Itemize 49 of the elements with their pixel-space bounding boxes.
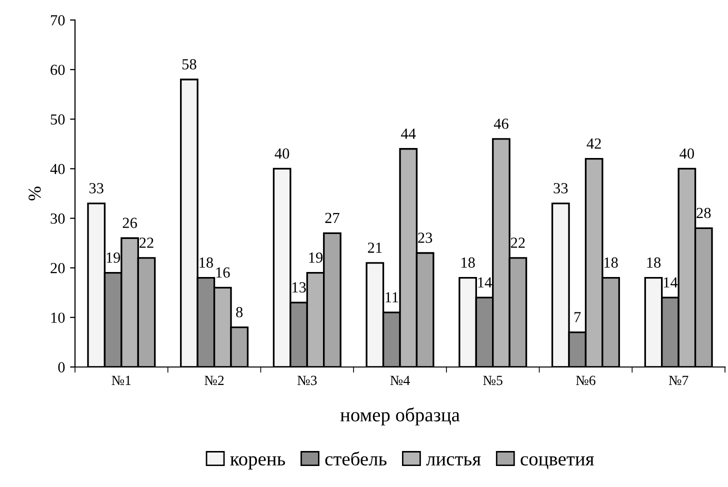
y-tick-label: 40 [50, 164, 65, 174]
data-label: 42 [586, 138, 601, 149]
x-tick-label: №2 [204, 376, 224, 385]
data-label: 7 [574, 312, 581, 322]
data-label: 18 [200, 257, 213, 268]
data-label: 18 [461, 257, 475, 268]
data-label: 23 [418, 232, 432, 243]
x-tick-label: №4 [390, 376, 410, 385]
data-label: 18 [604, 257, 618, 268]
legend-label: стебель [325, 451, 387, 466]
data-label: 44 [401, 128, 416, 139]
y-axis-title: % [28, 186, 41, 200]
data-label: 26 [122, 218, 137, 228]
legend-label: корень [230, 456, 286, 470]
x-axis-title: номер образца [340, 407, 460, 426]
y-tick-label: 10 [51, 312, 65, 323]
x-tick-label: №7 [668, 376, 688, 385]
data-label: 22 [140, 238, 154, 248]
y-tick-label: 20 [50, 263, 65, 274]
data-label: 14 [478, 277, 492, 288]
data-label: 19 [309, 252, 323, 263]
data-label: 40 [680, 148, 694, 159]
y-tick-label: 50 [50, 114, 65, 125]
x-tick-label: №1 [112, 376, 131, 385]
x-tick-label: №5 [483, 376, 502, 386]
data-label: 22 [510, 238, 525, 248]
data-label: 27 [325, 212, 340, 223]
x-tick-label: №3 [297, 376, 317, 386]
data-label: 33 [554, 183, 568, 194]
data-label: 33 [89, 183, 104, 194]
x-tick-label: №6 [576, 376, 596, 386]
data-label: 8 [236, 306, 243, 318]
y-tick-label: 0 [58, 362, 65, 372]
data-label: 58 [182, 59, 196, 70]
y-tick-label: 30 [50, 213, 65, 224]
legend-label: соцветия [520, 456, 594, 470]
data-label: 18 [647, 257, 661, 268]
y-tick-label: 70 [51, 15, 65, 26]
data-label: 28 [696, 208, 711, 218]
data-label: 21 [368, 242, 382, 253]
data-label: 40 [274, 148, 290, 159]
y-tick-label: 60 [50, 64, 65, 76]
legend-label: листья [426, 456, 481, 466]
data-label: 11 [386, 292, 398, 302]
data-label: 16 [216, 267, 230, 278]
data-label: 14 [664, 277, 678, 288]
data-label: 46 [494, 118, 508, 129]
data-label: 13 [292, 282, 306, 293]
data-label: 19 [106, 252, 120, 263]
